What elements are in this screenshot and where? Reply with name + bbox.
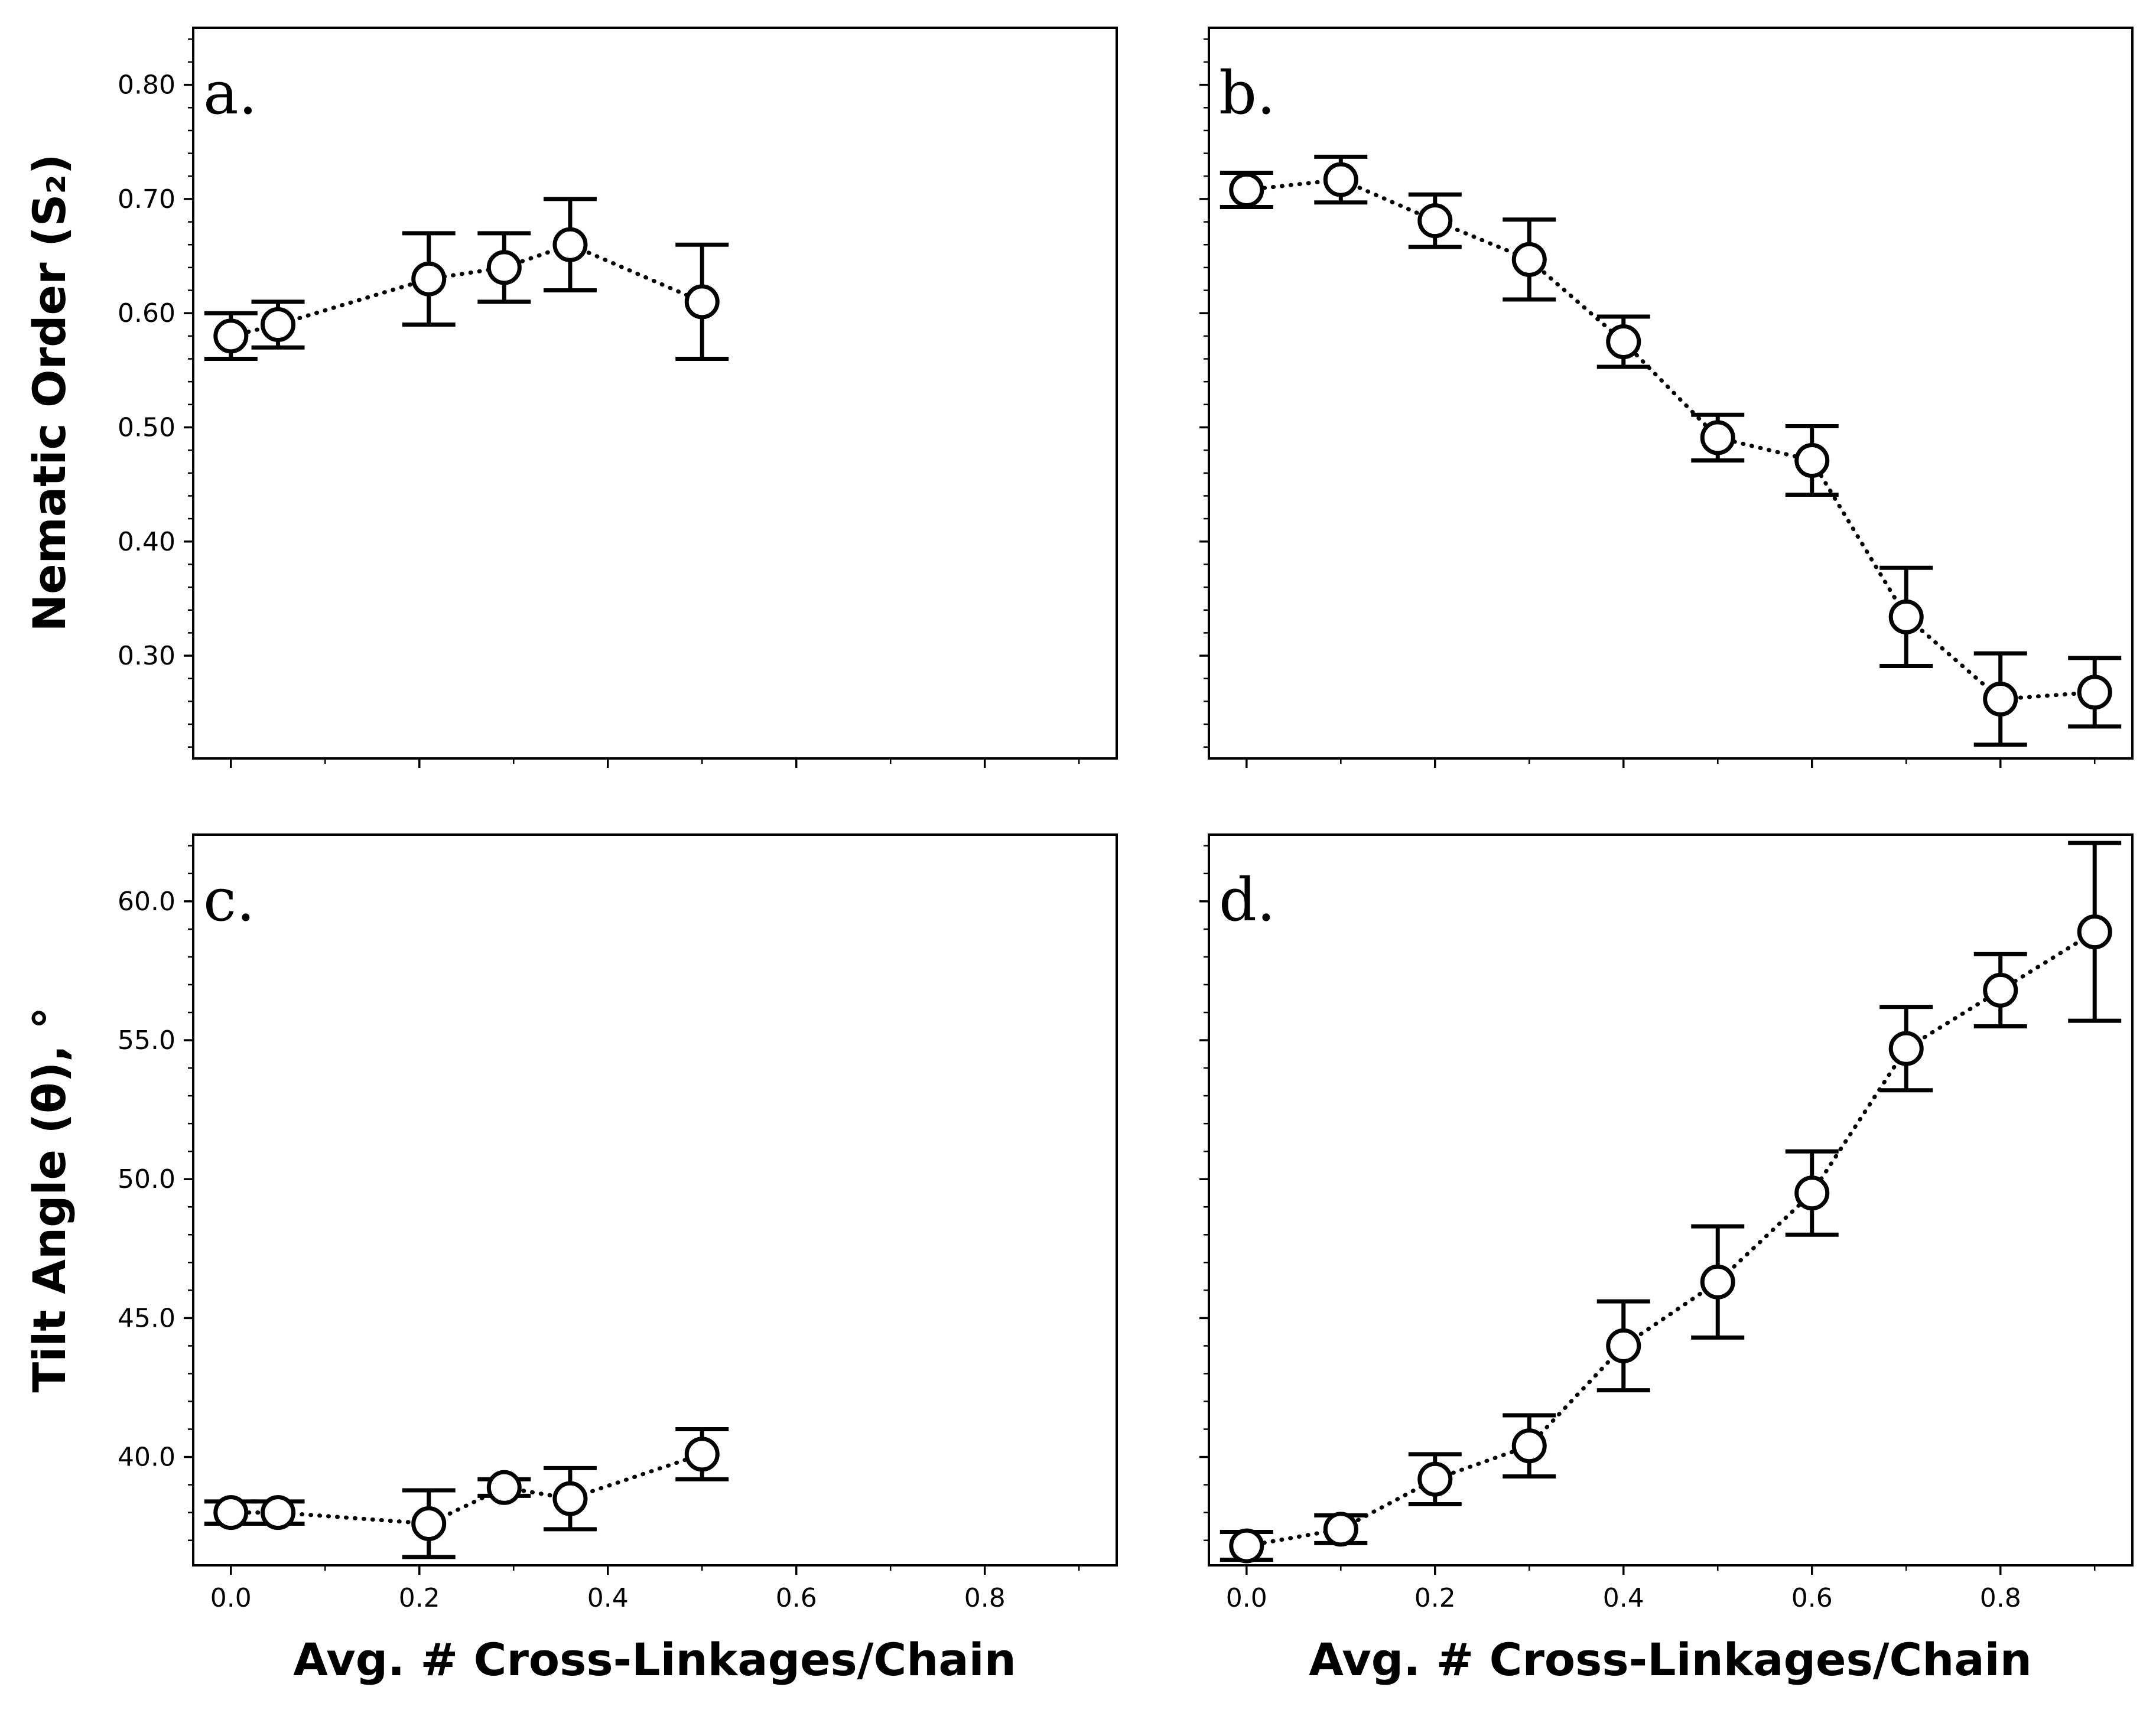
- panel-a-ylabel: Nematic Order (S₂): [23, 154, 76, 632]
- panel-a-data-point: [552, 227, 588, 262]
- panel-d-xtick-label: 0.2: [1414, 1583, 1456, 1613]
- panel-c-ytick-label: 60.0: [118, 887, 175, 917]
- panel-d-frame: [1208, 833, 2134, 1567]
- panel-b-data-point: [1417, 203, 1453, 239]
- panel-c-data-point: [411, 1506, 447, 1541]
- panel-d-xtick-label: 0.6: [1791, 1583, 1833, 1613]
- panel-a-data-point: [684, 284, 720, 320]
- panel-a-ytick-label: 0.50: [118, 412, 175, 442]
- panel-c-xtick-label: 0.6: [776, 1583, 817, 1613]
- panel-c-ytick-label: 55.0: [118, 1025, 175, 1056]
- panel-a: a. 0.30 0.40 0.50 0.60 0.70 0.80: [118, 27, 1118, 768]
- panel-b-label: b.: [1219, 58, 1276, 128]
- panel-c-series-line: [229, 1452, 704, 1526]
- panel-c-xtick-label: 0.0: [210, 1583, 252, 1613]
- panel-a-ytick-label: 0.80: [118, 70, 175, 100]
- panel-b-data-point: [1888, 599, 1924, 634]
- panel-c-label: c.: [203, 865, 255, 934]
- panel-c-ytick-label: 50.0: [118, 1164, 175, 1194]
- panel-d-series-line: [1244, 930, 2097, 1548]
- panel-b-data-point: [1606, 324, 1641, 360]
- panel-d-data-point: [1229, 1528, 1264, 1564]
- panel-c-data-point: [213, 1495, 249, 1530]
- panel-b-data-point: [1983, 681, 2018, 717]
- panel-c-data-point: [552, 1481, 588, 1516]
- panel-d-data-point: [1323, 1512, 1358, 1547]
- panel-d-data-point: [1700, 1264, 1735, 1300]
- panel-a-ytick-label: 0.70: [118, 184, 175, 214]
- panel-d-xlabel: Avg. # Cross-Linkages/Chain: [1309, 1633, 2032, 1686]
- panel-c-xlabel: Avg. # Cross-Linkages/Chain: [293, 1633, 1016, 1686]
- panel-b-data-point: [1794, 443, 1830, 478]
- panel-a-data-point: [486, 250, 522, 285]
- panel-a-data-point: [213, 318, 249, 354]
- panel-c-data-point: [684, 1437, 720, 1472]
- panel-a-data-point: [261, 307, 296, 343]
- panel-c-xtick-label: 0.2: [399, 1583, 440, 1613]
- panel-b-data-point: [2077, 675, 2112, 710]
- panel-b: b.: [1199, 27, 2134, 768]
- panel-d-data-point: [1794, 1175, 1830, 1211]
- panel-d-xtick-label: 0.8: [1980, 1583, 2021, 1613]
- panel-d-data-point: [1417, 1461, 1453, 1497]
- panel-b-data-point: [1700, 420, 1735, 455]
- panel-b-data-point: [1323, 162, 1358, 197]
- panel-d-data-point: [2077, 914, 2112, 950]
- panel-d-data-point: [1606, 1328, 1641, 1363]
- panel-a-ytick-label: 0.60: [118, 298, 175, 328]
- panel-a-label: a.: [203, 58, 257, 128]
- panel-c-ytick-label: 45.0: [118, 1303, 175, 1333]
- panel-d-data-point: [1983, 972, 2018, 1008]
- panel-c-xtick-label: 0.8: [964, 1583, 1006, 1613]
- panel-c: c. 40.0 45.0 50.0 55.0 60.0 0.0 0.2 0.4 0.6 0.8: [118, 833, 1118, 1613]
- panel-c-ylabel: Tilt Angle (θ), °: [23, 1007, 76, 1392]
- panel-b-data-point: [1229, 172, 1264, 207]
- panel-c-frame: [192, 833, 1118, 1567]
- panel-c-xtick-label: 0.4: [587, 1583, 629, 1613]
- panel-d-xtick-label: 0.0: [1226, 1583, 1267, 1613]
- panel-a-data-point: [411, 261, 447, 297]
- panel-d-data-point: [1511, 1428, 1547, 1464]
- panel-b-data-point: [1511, 242, 1547, 277]
- panel-c-data-point: [486, 1470, 522, 1505]
- panel-d-label: d.: [1219, 865, 1276, 934]
- panel-d-data-point: [1888, 1031, 1924, 1066]
- panel-a-ytick-label: 0.40: [118, 527, 175, 557]
- panel-c-ytick-label: 40.0: [118, 1442, 175, 1473]
- panel-d-xtick-label: 0.4: [1603, 1583, 1644, 1613]
- panel-a-ytick-label: 0.30: [118, 641, 175, 671]
- panel-d: d. 0.0 0.2 0.4 0.6 0.8: [1199, 833, 2134, 1613]
- panel-c-data-point: [261, 1495, 296, 1530]
- panel-a-frame: [192, 27, 1118, 760]
- panel-b-frame: [1208, 27, 2134, 760]
